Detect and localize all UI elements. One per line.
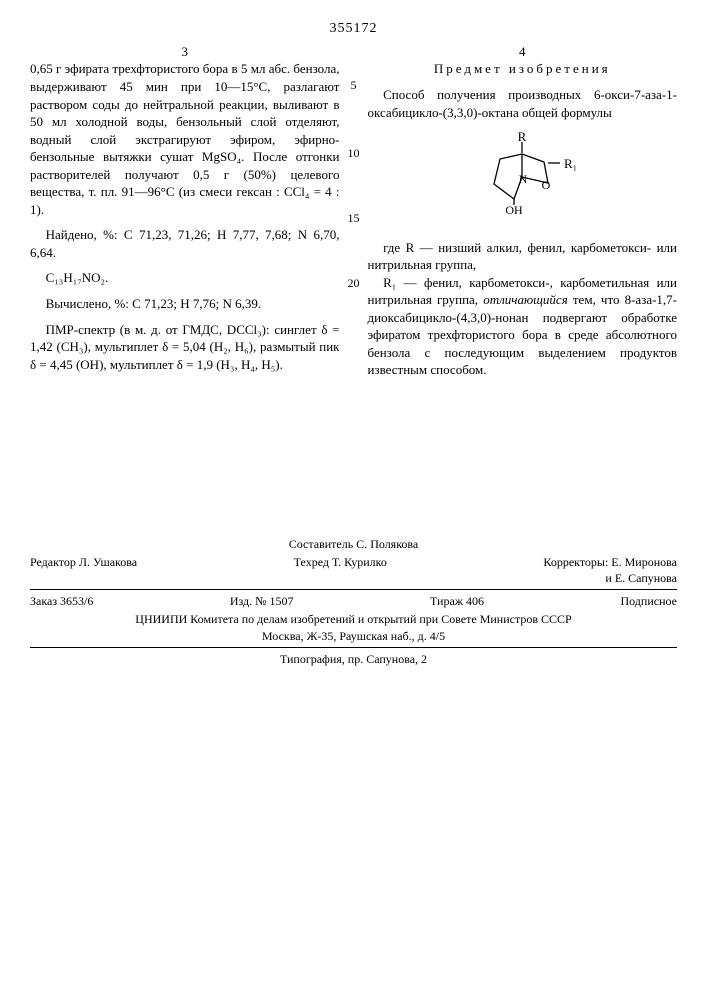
right-p2b-ital: отличающийся	[483, 292, 568, 307]
lineno-10: 10	[344, 145, 364, 161]
footer-corr2: и Е. Сапунова	[605, 571, 677, 585]
footer-corr1: Корректоры: Е. Миронова	[543, 555, 677, 569]
struct-O: O	[542, 178, 551, 192]
chemical-structure: R R₁ N O OH	[368, 129, 678, 229]
left-p4: Вычислено, %: C 71,23; H 7,76; N 6,39.	[30, 295, 340, 313]
footer-comp: Составитель С. Полякова	[30, 536, 677, 552]
footer-editor: Редактор Л. Ушакова	[30, 554, 137, 586]
right-p1: Способ получения производных 6-окси-7-аз…	[368, 86, 678, 121]
left-p1: 0,65 г эфирата трехфтористого бора в 5 м…	[30, 60, 340, 218]
struct-R: R	[518, 129, 527, 144]
footer-izd: Изд. № 1507	[230, 593, 294, 609]
struct-OH: OH	[506, 203, 524, 217]
lineno-5: 5	[344, 77, 364, 93]
right-p2: где R — низший алкил, фенил, карбометокс…	[368, 239, 678, 379]
lineno-20: 20	[344, 275, 364, 291]
footer-tirazh: Тираж 406	[430, 593, 484, 609]
lineno-15: 15	[344, 210, 364, 226]
footer-org: ЦНИИПИ Комитета по делам изобретений и о…	[30, 611, 677, 627]
colnum-right: 4	[368, 43, 678, 61]
footer-order: Заказ 3653/6	[30, 593, 93, 609]
left-column: 3 0,65 г эфирата трехфтористого бора в 5…	[30, 43, 340, 387]
footer-tech: Техред Т. Курилко	[294, 554, 387, 586]
footer-typ: Типография, пр. Сапунова, 2	[30, 651, 677, 667]
right-p2a: где R — низший алкил, фенил, карбометокс…	[368, 240, 678, 273]
subject-title: Предмет изобретения	[368, 60, 678, 78]
struct-R1: R₁	[564, 156, 577, 171]
left-p5: ПМР-спектр (в м. д. от ГМДС, DCCl₃): син…	[30, 321, 340, 374]
footer-podp: Подписное	[620, 593, 677, 609]
right-column: 4 Предмет изобретения Способ получения п…	[368, 43, 678, 387]
struct-N: N	[519, 172, 528, 186]
footer-addr: Москва, Ж-35, Раушская наб., д. 4/5	[30, 628, 677, 644]
colnum-left: 3	[30, 43, 340, 61]
patent-number: 355172	[30, 20, 677, 39]
left-p3: C₁₃H₁₇NO₂.	[30, 269, 340, 287]
left-p2: Найдено, %: C 71,23, 71,26; H 7,77, 7,68…	[30, 226, 340, 261]
footer: Составитель С. Полякова Редактор Л. Ушак…	[30, 536, 677, 667]
